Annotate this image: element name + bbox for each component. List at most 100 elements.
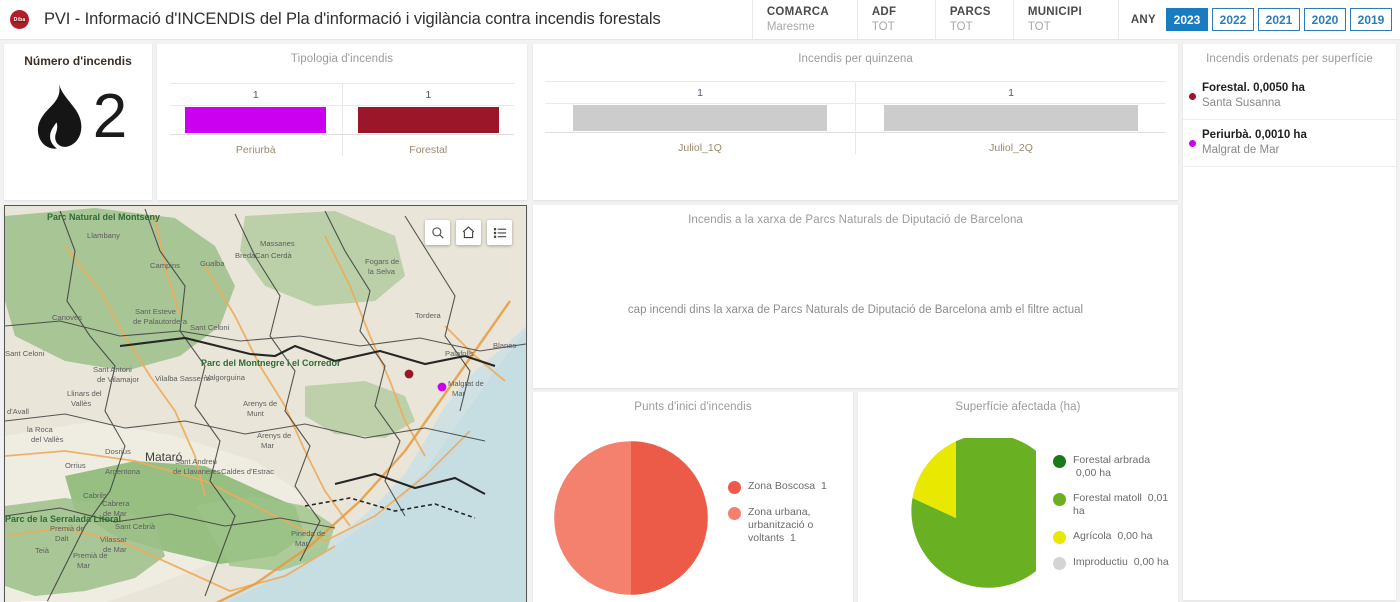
fires-sorted-list: Forestal. 0,0050 ha Santa Susanna Periur… [1183, 73, 1396, 167]
page-title: PVI - Informació d'INCENDIS del Pla d'in… [44, 10, 661, 28]
svg-text:Sant Cebrià: Sant Cebrià [115, 522, 156, 531]
filter-bar: COMARCA Maresme ADF TOT PARCS TOT MUNICI… [751, 0, 1400, 39]
filter-municipi[interactable]: MUNICIPI TOT [1012, 0, 1118, 39]
bar-value-juliol-1q: 1 [545, 81, 855, 103]
svg-text:Munt: Munt [247, 409, 265, 418]
legend-label-improductiu: Improductiu [1073, 556, 1128, 568]
svg-text:Parc de la Serralada Litoral: Parc de la Serralada Litoral [5, 514, 121, 524]
year-selector: ANY 2023 2022 2021 2020 2019 [1117, 0, 1400, 39]
year-button-2022[interactable]: 2022 [1212, 8, 1254, 31]
svg-text:Fogars de: Fogars de [365, 257, 399, 266]
bar-track-periurba [170, 105, 342, 134]
svg-text:Parc Natural del Montseny: Parc Natural del Montseny [47, 212, 160, 222]
svg-text:Gualba: Gualba [200, 259, 225, 268]
year-button-2020[interactable]: 2020 [1304, 8, 1346, 31]
bar-group-periurba[interactable]: 1 Periurbà [170, 83, 342, 156]
filter-parcs-label: PARCS [949, 6, 991, 18]
number-of-fires-title: Número d'incendis [24, 54, 132, 68]
bar-label-forestal: Forestal [409, 144, 448, 156]
svg-text:de Llavaneres: de Llavaneres [173, 467, 221, 476]
bar-group-forestal[interactable]: 1 Forestal [341, 83, 514, 156]
card-number-of-fires: Número d'incendis 2 [4, 44, 152, 200]
svg-text:de Mar: de Mar [103, 509, 127, 518]
svg-text:Argentona: Argentona [105, 467, 141, 476]
filter-parcs[interactable]: PARCS TOT [934, 0, 1013, 39]
app-header: Diba PVI - Informació d'INCENDIS del Pla… [0, 0, 1400, 40]
ignition-points-pie[interactable] [533, 438, 728, 598]
bar-fill-juliol-1q[interactable] [572, 105, 828, 131]
legend-row-zona-urbana[interactable]: Zona urbana, urbanització o voltants 1 [728, 506, 847, 545]
svg-text:Sant Andreu: Sant Andreu [175, 457, 217, 466]
svg-text:Vilassar: Vilassar [100, 535, 127, 544]
legend-row-forestal-arbrada[interactable]: Forestal arbrada 0,00 ha [1053, 454, 1172, 480]
bar-group-juliol-1q[interactable]: 1 Juliol_1Q [545, 81, 855, 154]
svg-text:Tordera: Tordera [415, 311, 442, 320]
legend-label-agricola: Agrícola [1073, 530, 1112, 542]
parks-network-title: Incendis a la xarxa de Parcs Naturals de… [688, 214, 1023, 226]
pie-ignition [553, 441, 708, 595]
filter-comarca-label: COMARCA [766, 6, 829, 18]
svg-text:Cabrils: Cabrils [83, 491, 107, 500]
fire-marker-malgrat-de-mar [437, 382, 447, 392]
legend-value-forestal-arbrada: 0,00 ha [1075, 467, 1111, 479]
list-item[interactable]: Forestal. 0,0050 ha Santa Susanna [1183, 73, 1396, 120]
map-graphic: Llambany Campins Gualba Can Cerdà Massan… [5, 206, 526, 602]
bar-fill-periurba[interactable] [185, 107, 327, 133]
year-button-2023[interactable]: 2023 [1166, 8, 1208, 31]
bar-axis-periurba [170, 134, 342, 135]
card-map[interactable]: Llambany Campins Gualba Can Cerdà Massan… [4, 205, 527, 602]
bar-value-periurba: 1 [170, 83, 342, 105]
svg-text:Mataró: Mataró [145, 450, 183, 464]
ignition-points-legend: Zona Boscosa 1 Zona urbana, urbanització… [728, 480, 853, 557]
list-item-title: Forestal. 0,0050 ha [1202, 82, 1305, 94]
svg-text:Can Cerdà: Can Cerdà [255, 251, 292, 260]
map-legend-button[interactable] [487, 220, 512, 245]
svg-text:Sant Celoni: Sant Celoni [190, 323, 230, 332]
map-home-button[interactable] [456, 220, 481, 245]
fires-per-fortnight-chart: 1 Juliol_1Q 1 Juliol_2Q [545, 81, 1166, 154]
map-search-button[interactable] [425, 220, 450, 245]
svg-text:Campins: Campins [150, 261, 180, 270]
pie-slice-agricola [911, 441, 956, 518]
svg-text:Valgorguina: Valgorguina [205, 373, 246, 382]
legend-row-forestal-matoll[interactable]: Forestal matoll 0,01 ha [1053, 492, 1172, 518]
bar-fill-juliol-2q[interactable] [883, 105, 1139, 131]
legend-row-agricola[interactable]: Agrícola 0,00 ha [1053, 530, 1172, 544]
filter-adf-label: ADF [871, 6, 897, 18]
legend-value-improductiu: 0,00 ha [1133, 556, 1169, 568]
card-fires-sorted-by-area: Incendis ordenats per superfície Foresta… [1183, 44, 1396, 600]
bar-axis-juliol-1q [545, 132, 855, 133]
legend-dot-zona-boscosa [728, 480, 741, 494]
legend-label-forestal-matoll: Forestal matoll [1073, 492, 1142, 504]
brand: Diba [0, 0, 33, 39]
svg-text:Malgrat de: Malgrat de [448, 379, 484, 388]
filter-comarca[interactable]: COMARCA Maresme [751, 0, 857, 39]
affected-area-pie[interactable] [858, 438, 1053, 598]
affected-area-title: Superfície afectada (ha) [955, 401, 1081, 413]
legend-text-agricola: Agrícola 0,00 ha [1073, 530, 1152, 543]
legend-value-agricola: 0,00 ha [1117, 530, 1153, 542]
ignition-points-chart: Zona Boscosa 1 Zona urbana, urbanització… [533, 413, 853, 602]
bar-label-juliol-2q: Juliol_2Q [989, 142, 1033, 154]
legend-value-forestal-matoll: 0,01 ha [1073, 492, 1169, 517]
filter-adf[interactable]: ADF TOT [856, 0, 935, 39]
legend-row-improductiu[interactable]: Improductiu 0,00 ha [1053, 556, 1172, 570]
list-item[interactable]: Periurbà. 0,0010 ha Malgrat de Mar [1183, 120, 1396, 167]
bar-group-juliol-2q[interactable]: 1 Juliol_2Q [855, 81, 1166, 154]
year-button-2021[interactable]: 2021 [1258, 8, 1300, 31]
svg-text:Premià de: Premià de [50, 524, 85, 533]
legend-dot-zona-urbana [728, 506, 741, 520]
fires-sorted-title: Incendis ordenats per superfície [1206, 53, 1373, 65]
year-button-2019[interactable]: 2019 [1350, 8, 1392, 31]
svg-text:de Vilamajor: de Vilamajor [97, 375, 140, 384]
legend-row-zona-boscosa[interactable]: Zona Boscosa 1 [728, 480, 847, 494]
bar-label-periurba: Periurbà [235, 144, 276, 156]
svg-text:Pineda de: Pineda de [291, 529, 325, 538]
svg-text:Arenys de: Arenys de [243, 399, 277, 408]
filter-municipi-value: TOT [1027, 21, 1051, 33]
svg-text:la Roca: la Roca [27, 425, 54, 434]
svg-text:Teià: Teià [35, 546, 50, 555]
year-selector-label: ANY [1130, 13, 1156, 26]
map-canvas[interactable]: Llambany Campins Gualba Can Cerdà Massan… [4, 205, 527, 602]
bar-fill-forestal[interactable] [357, 107, 499, 133]
